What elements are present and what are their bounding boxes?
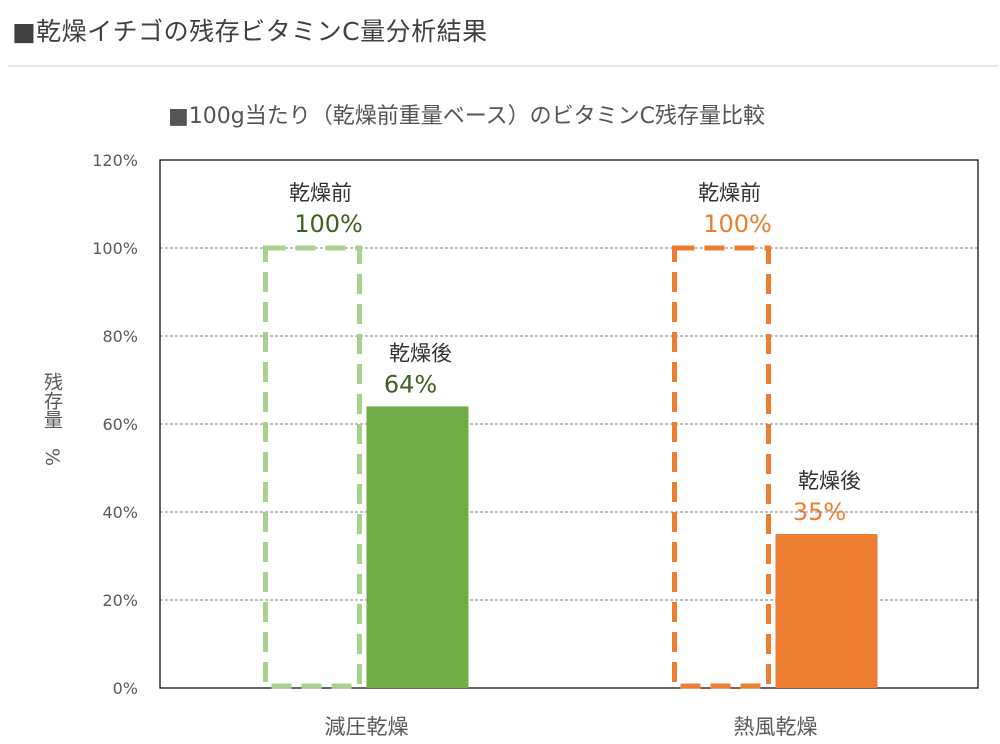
plot-frame: [159, 159, 979, 689]
bar-before-drying: [672, 245, 771, 689]
annotation-value-label: 64%: [384, 370, 437, 398]
y-tick-label: 40%: [102, 503, 138, 522]
x-category-label: 熱風乾燥: [734, 715, 818, 739]
annotation-value-label: 100%: [294, 210, 363, 238]
x-category-label: 減圧乾燥: [325, 715, 409, 739]
annotation-value-label: 35%: [793, 498, 846, 526]
y-tick-label: 20%: [102, 591, 138, 610]
title-divider: [8, 65, 998, 67]
bar-after-drying: [366, 406, 469, 688]
y-tick-label: 60%: [102, 415, 138, 434]
annotation-series-label: 乾燥後: [798, 469, 861, 493]
annotation-series-label: 乾燥前: [289, 181, 352, 205]
y-tick-label: 120%: [92, 151, 138, 170]
y-tick-label: 100%: [92, 239, 138, 258]
annotation-series-label: 乾燥後: [389, 341, 452, 365]
y-axis-label: 残存量 %: [41, 372, 63, 467]
chart-title: ■100g当たり（乾燥前重量ベース）のビタミンC残存量比較: [168, 104, 766, 129]
y-tick-label: 0%: [113, 679, 138, 698]
bar-after-drying: [775, 534, 878, 688]
annotation-value-label: 100%: [703, 210, 772, 238]
bar-before-drying: [263, 245, 362, 689]
annotation-series-label: 乾燥前: [698, 181, 761, 205]
y-tick-label: 80%: [102, 327, 138, 346]
page-title: ■乾燥イチゴの残存ビタミンC量分析結果: [12, 17, 488, 46]
